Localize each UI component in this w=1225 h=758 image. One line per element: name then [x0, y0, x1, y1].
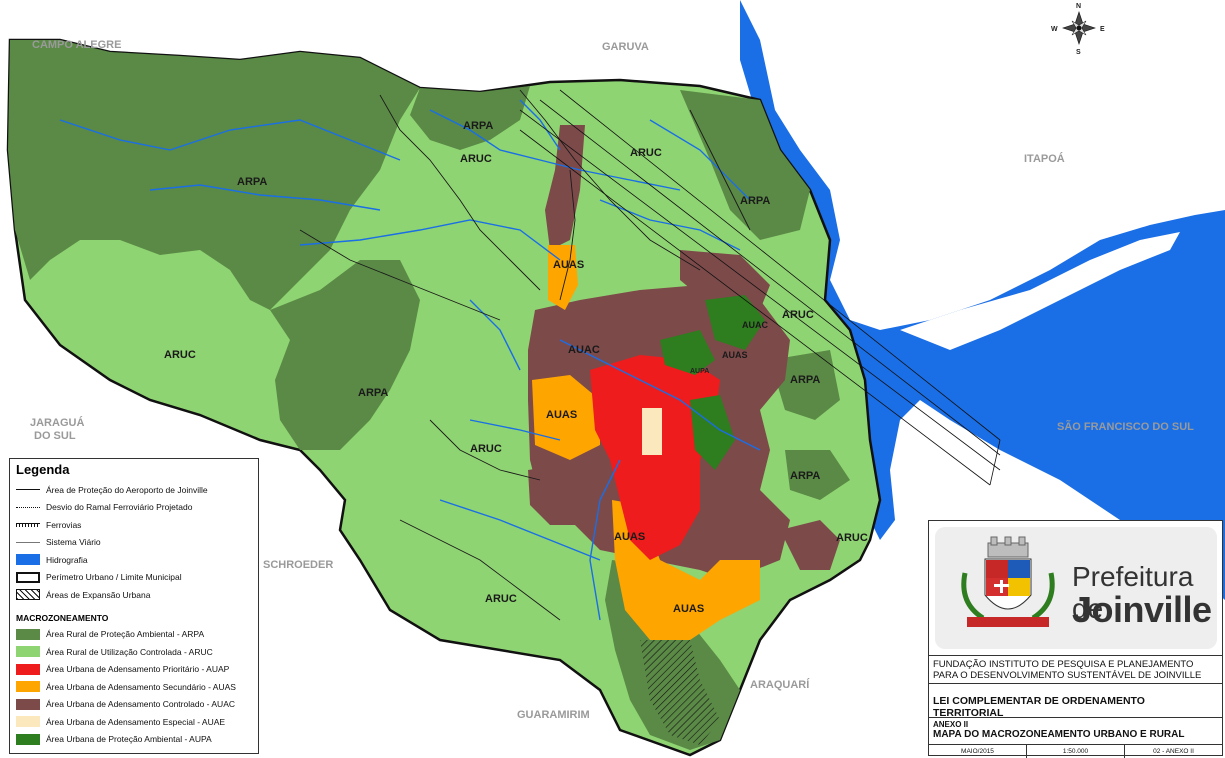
map-scale: 1:50.000 [1027, 745, 1125, 758]
zone-label-arpa: ARPA [740, 195, 770, 207]
compass-rose-icon [1062, 11, 1096, 45]
zone-label-arpa: ARPA [790, 374, 820, 386]
compass-south: S [1076, 49, 1081, 56]
legend-item-perimeter: Perímetro Urbano / Limite Municipal [16, 569, 252, 587]
compass-west: W [1051, 26, 1058, 33]
zone-arpa-ne [680, 90, 810, 240]
legend-zone-auac: Área Urbana de Adensamento Controlado - … [16, 696, 252, 714]
zone-label-aruc: ARUC [782, 309, 814, 321]
zone-label-aruc: ARUC [470, 443, 502, 455]
zone-auae [642, 408, 662, 455]
zone-label-auas: AUAS [553, 259, 584, 271]
logo-text-line2: Joinville [1072, 589, 1212, 630]
legend-item-expansion: Áreas de Expansão Urbana [16, 586, 252, 604]
zone-aupa-2 [690, 395, 735, 470]
zone-label-aruc: ARUC [164, 349, 196, 361]
titleblock-footer: MAIO/2015 1:50.000 02 - ANEXO II [929, 744, 1222, 758]
zone-label-aruc: ARUC [630, 147, 662, 159]
zone-arpa-mid [270, 260, 420, 450]
road-network [299, 89, 751, 621]
zone-auac-north [545, 125, 585, 250]
legend-zone-auap: Área Urbana de Adensamento Prioritário -… [16, 661, 252, 679]
map-date: MAIO/2015 [929, 745, 1027, 758]
zone-aupa-1 [660, 330, 715, 375]
zone-label-auas: AUAS [722, 350, 748, 360]
legend-zone-aupa: Área Urbana de Proteção Ambiental - AUPA [16, 731, 252, 749]
neighbor-sao-francisco: SÃO FRANCISCO DO SUL [1057, 420, 1194, 433]
logo-text-line1: Prefeitura de [1072, 561, 1194, 624]
zone-label-aruc: ARUC [836, 532, 868, 544]
zone-label-arpa: ARPA [790, 470, 820, 482]
legend-zone-arpa: Área Rural de Proteção Ambiental - ARPA [16, 626, 252, 644]
zone-label-arpa: ARPA [463, 120, 493, 132]
zone-label-auac: AUAC [742, 320, 768, 330]
zone-auac-ne [680, 250, 770, 310]
legend-title: Legenda [16, 462, 70, 477]
urban-expansion-area [640, 640, 720, 745]
title-block: Prefeitura de Joinville FUNDAÇÃO INSTITU… [928, 520, 1223, 758]
zone-arpa-north [410, 86, 530, 150]
neighbor-campo-alegre: CAMPO ALEGRE [32, 39, 121, 51]
legend-item-airport: Área de Proteção do Aeroporto de Joinvil… [16, 481, 252, 499]
zone-auac-se [780, 520, 840, 570]
legend-zone-aruc: Área Rural de Utilização Controlada - AR… [16, 643, 252, 661]
legend-item-railways: Ferrovias [16, 516, 252, 534]
legend-section-title: MACROZONEAMENTO [16, 612, 109, 623]
zone-label-auas: AUAS [673, 603, 704, 615]
zone-label-auac: AUAC [568, 344, 600, 356]
neighbor-araquari: ARAQUARÍ [750, 678, 810, 691]
law-title: LEI COMPLEMENTAR DE ORDENAMENTO TERRITOR… [929, 683, 1222, 719]
zone-arpa-e2 [785, 450, 850, 500]
neighbor-guaramirim: GUARAMIRIM [517, 709, 590, 721]
map-sheet: 02 - ANEXO II [1153, 748, 1194, 755]
zone-aupa-3 [705, 295, 765, 350]
zone-auas-west [532, 375, 600, 460]
neighbor-jaragua-2: DO SUL [34, 430, 76, 442]
zone-auac-west [528, 465, 585, 525]
legend-zone-auas: Área Urbana de Adensamento Secundário - … [16, 678, 252, 696]
prefeitura-logo: Prefeitura de Joinville [935, 527, 1217, 649]
legend-zone-auae: Área Urbana de Adensamento Especial - AU… [16, 713, 252, 731]
neighbor-schroeder: SCHROEDER [263, 559, 333, 571]
zone-arpa-west [8, 40, 420, 310]
neighbor-garuva: GARUVA [602, 41, 649, 53]
legend-item-roads: Sistema Viário [16, 534, 252, 552]
legend-item-rail-detour: Desvio do Ramal Ferroviário Projetado [16, 499, 252, 517]
neighbor-jaragua-1: JARAGUÁ [30, 416, 84, 429]
compass-east: E [1100, 26, 1105, 33]
coat-of-arms-icon [961, 536, 1055, 627]
zone-label-auas: AUAS [546, 409, 577, 421]
zone-label-arpa: ARPA [358, 387, 388, 399]
zone-label-auas: AUAS [614, 531, 645, 543]
annex-title: ANEXO II MAPA DO MACROZONEAMENTO URBANO … [929, 717, 1222, 742]
zone-label-aupa: AUPA [690, 368, 709, 375]
zone-auas-north [548, 245, 578, 310]
compass-north: N [1076, 3, 1081, 10]
zone-arpa-e [770, 350, 840, 420]
rivers [59, 99, 761, 621]
bay-inlet [900, 232, 1180, 350]
zone-label-aruc: ARUC [460, 153, 492, 165]
map-legend: Legenda Área de Proteção do Aeroporto de… [9, 458, 259, 754]
institute-name: FUNDAÇÃO INSTITUTO DE PESQUISA E PLANEJA… [929, 655, 1222, 684]
zone-label-aruc: ARUC [485, 593, 517, 605]
zone-label-arpa: ARPA [237, 176, 267, 188]
legend-item-hydrography: Hidrografia [16, 551, 252, 569]
airport-protection-zone [519, 89, 1001, 486]
neighbor-itapoa: ITAPOÁ [1024, 152, 1065, 165]
